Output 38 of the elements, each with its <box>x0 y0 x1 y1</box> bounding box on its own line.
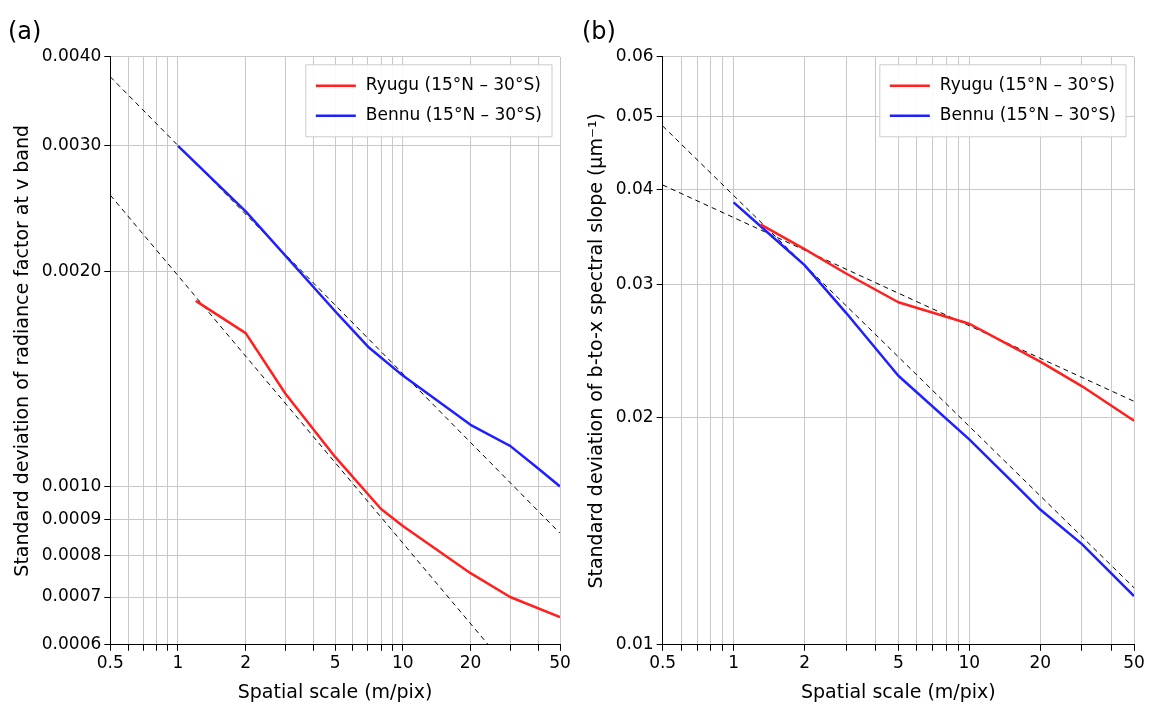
y-tick-label: 0.0030 <box>41 134 102 155</box>
x-tick-label: 1 <box>172 652 184 673</box>
legend-label: Bennu (15°N – 30°S) <box>365 104 543 125</box>
legend-label: Ryugu (15°N – 30°S) <box>939 74 1115 95</box>
x-tick-label: 50 <box>1123 652 1145 673</box>
x-tick-label: 2 <box>240 652 252 673</box>
y-tick-label: 0.0020 <box>41 260 102 281</box>
y-tick-label: 0.0007 <box>41 585 102 606</box>
x-tick-label: 20 <box>459 652 482 673</box>
x-tick-label: 50 <box>549 652 571 673</box>
y-tick-label: 0.03 <box>615 272 654 293</box>
y-tick-label: 0.06 <box>615 45 654 66</box>
y-tick-label: 0.01 <box>615 633 654 654</box>
x-tick-label: 10 <box>392 652 414 673</box>
x-tick-label: 1 <box>728 652 740 673</box>
y-tick-label: 0.0010 <box>41 474 102 495</box>
y-axis-title: Standard deviation of radiance factor at v band <box>10 124 33 577</box>
x-axis-title: Spatial scale (m/pix) <box>237 679 433 702</box>
legend-label: Ryugu (15°N – 30°S) <box>365 74 541 95</box>
x-tick-label: 0.5 <box>649 652 677 673</box>
y-tick-label: 0.0009 <box>41 507 102 528</box>
chart-title: (a) <box>8 16 42 45</box>
x-tick-label: 2 <box>799 652 810 673</box>
x-tick-label: 5 <box>329 652 341 673</box>
y-tick-label: 0.0040 <box>41 45 102 66</box>
x-tick-label: 20 <box>1029 652 1052 673</box>
y-tick-label: 0.0008 <box>41 544 102 565</box>
x-tick-label: 0.5 <box>96 652 124 673</box>
y-tick-label: 0.02 <box>615 405 654 426</box>
y-tick-label: 0.04 <box>615 178 654 199</box>
y-tick-label: 0.05 <box>615 105 654 126</box>
legend-label: Bennu (15°N – 30°S) <box>939 104 1117 125</box>
x-tick-label: 10 <box>958 652 981 673</box>
x-tick-label: 5 <box>892 652 904 673</box>
y-tick-label: 0.0006 <box>41 633 102 654</box>
x-axis-title: Spatial scale (m/pix) <box>800 679 996 702</box>
chart-title: (b) <box>582 16 616 45</box>
y-axis-title: Standard deviation of b-to-x spectral slope (μm⁻¹) <box>584 112 607 589</box>
